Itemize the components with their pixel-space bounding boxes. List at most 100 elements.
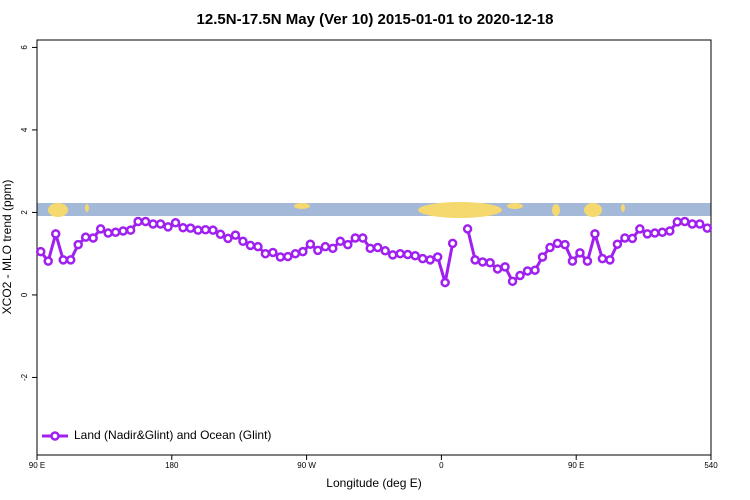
data-point — [193, 225, 203, 235]
data-point — [313, 245, 323, 256]
data-point — [320, 241, 331, 252]
data-point — [245, 240, 256, 251]
data-point — [492, 264, 503, 274]
data-point — [223, 233, 233, 244]
x-axis-label: Longitude (deg E) — [326, 476, 421, 490]
data-point — [343, 239, 353, 250]
data-point — [530, 265, 540, 275]
data-point — [440, 277, 450, 288]
data-point — [73, 239, 83, 250]
data-point — [50, 229, 61, 239]
y-tick-label: 0 — [20, 292, 29, 297]
data-point — [133, 216, 143, 227]
data-point — [58, 255, 68, 265]
chart-title: 12.5N-17.5N May (Ver 10) 2015-01-01 to 2… — [197, 11, 554, 28]
data-point — [567, 256, 578, 266]
data-point — [485, 258, 495, 268]
data-point — [35, 246, 46, 257]
data-point — [88, 233, 98, 243]
data-point — [545, 242, 555, 253]
data-point — [253, 241, 263, 252]
data-point — [140, 216, 151, 227]
data-point — [268, 247, 278, 258]
y-tick-label: 6 — [20, 45, 29, 50]
data-point — [582, 256, 593, 266]
data-point — [522, 266, 533, 276]
data-point — [328, 243, 338, 254]
data-point — [620, 233, 630, 243]
data-point — [650, 228, 660, 238]
data-point — [283, 251, 293, 262]
data-point — [462, 224, 473, 234]
data-point — [185, 223, 196, 233]
data-point — [208, 225, 218, 235]
y-tick-label: 2 — [20, 210, 29, 215]
data-point — [275, 252, 286, 262]
x-tick-label: 90 E — [568, 461, 584, 470]
data-point — [672, 217, 683, 227]
data-point — [500, 262, 510, 272]
data-point — [552, 238, 563, 249]
y-tick-label: -2 — [20, 373, 29, 381]
x-tick-label: 0 — [439, 461, 444, 470]
data-point — [372, 242, 383, 253]
data-point — [125, 225, 136, 235]
data-point — [350, 233, 361, 243]
data-point — [365, 243, 376, 254]
x-tick-label: 180 — [165, 461, 179, 470]
data-point — [80, 232, 91, 242]
data-point — [597, 253, 608, 264]
y-axis-label: XCO2 - MLO trend (ppm) — [0, 180, 14, 315]
data-point — [507, 276, 518, 287]
data-point — [178, 222, 188, 233]
data-line — [39, 219, 708, 284]
data-point — [230, 230, 241, 240]
data-point — [65, 255, 76, 265]
data-point — [575, 248, 585, 258]
data-point — [432, 252, 443, 262]
data-point — [417, 253, 428, 264]
data-point — [380, 246, 390, 256]
data-point — [635, 224, 645, 234]
data-point — [402, 249, 413, 260]
data-point — [560, 239, 570, 250]
data-point — [657, 227, 668, 237]
data-point — [215, 229, 226, 240]
data-point — [118, 226, 128, 236]
y-tick-label: 4 — [20, 127, 29, 132]
data-point — [680, 216, 690, 227]
data-point — [238, 236, 248, 247]
data-point — [515, 270, 525, 281]
data-point — [425, 255, 435, 265]
data-point — [642, 229, 653, 239]
data-point — [110, 227, 121, 237]
plot-frame — [36, 39, 712, 456]
x-tick-label: 90 W — [297, 461, 316, 470]
data-point — [695, 219, 705, 229]
data-point — [148, 219, 158, 229]
data-point — [477, 257, 488, 267]
data-point — [155, 219, 166, 229]
map-strip — [37, 202, 711, 218]
data-point — [95, 224, 106, 234]
data-point — [335, 236, 346, 247]
data-point — [163, 222, 173, 232]
data-point — [305, 239, 316, 249]
data-point — [537, 252, 548, 262]
data-point — [590, 229, 600, 239]
data-point — [410, 251, 420, 261]
data-point — [702, 223, 713, 233]
data-point — [627, 233, 638, 244]
data-point — [298, 246, 308, 257]
data-point — [395, 248, 405, 259]
data-point — [358, 233, 368, 243]
data-point — [470, 255, 480, 265]
data-point — [43, 256, 53, 266]
data-point — [200, 225, 211, 235]
data-point — [260, 248, 271, 259]
legend-marker — [50, 431, 60, 441]
data-point — [447, 238, 458, 249]
x-tick-label: 540 — [704, 461, 718, 470]
data-point — [605, 255, 615, 265]
